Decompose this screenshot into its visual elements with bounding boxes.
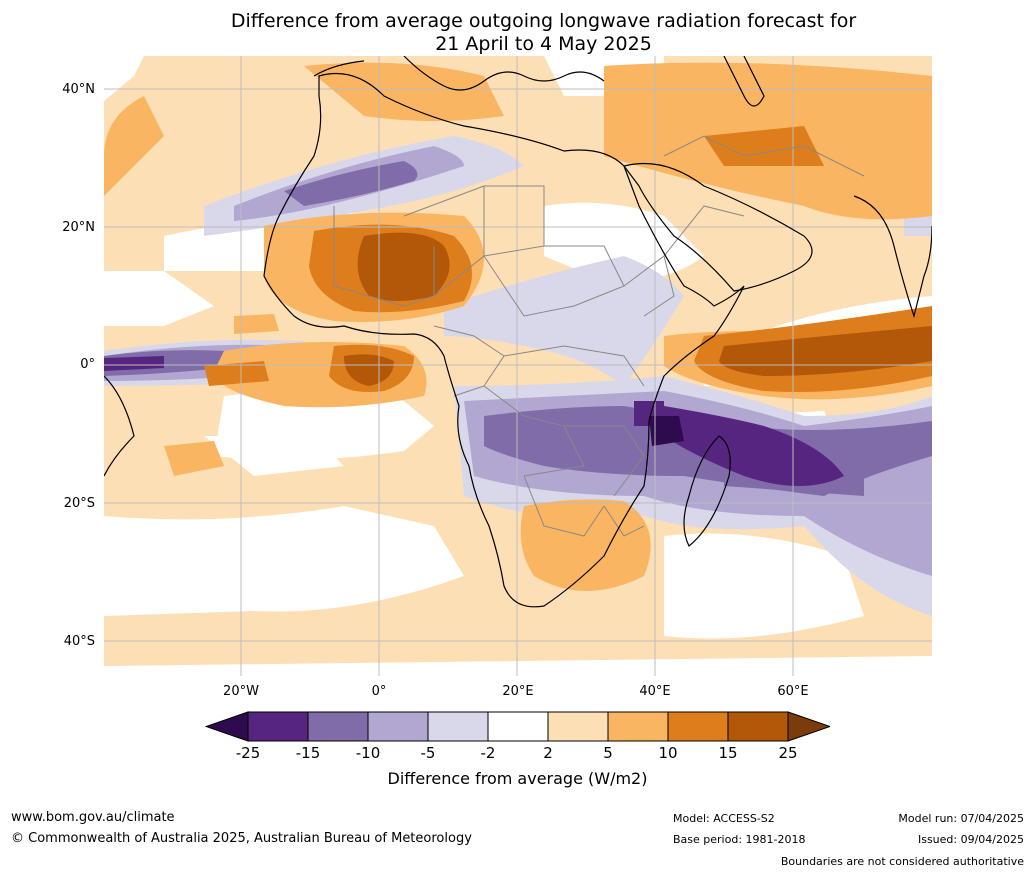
lat-label-40n: 40°N	[62, 82, 95, 97]
colorbar-tick-label: 25	[778, 744, 798, 762]
country-boundaries	[333, 135, 865, 537]
colorbar-tick-label: -10	[355, 744, 381, 762]
lat-label-20s: 20°S	[63, 496, 95, 511]
title-line-1: Difference from average outgoing longwav…	[230, 10, 857, 32]
map-canvas	[104, 56, 932, 676]
colorbar-cell	[607, 711, 669, 742]
colorbar-extend-high	[787, 711, 830, 742]
footer-disclaimer: Boundaries are not considered authoritat…	[780, 855, 1024, 868]
colorbar-tick-label: -5	[420, 744, 436, 762]
map-title: Difference from average outgoing longwav…	[0, 10, 1035, 56]
lat-label-20n: 20°N	[62, 220, 95, 235]
colorbar-cells	[205, 711, 830, 742]
colorbar-tick-label: -15	[295, 744, 321, 762]
lon-label-0: 0°	[371, 684, 387, 699]
lon-label-20e: 20°E	[502, 684, 534, 699]
colorbar-tick-label: 2	[543, 744, 553, 762]
footer-issued: Issued: 09/04/2025	[917, 833, 1024, 846]
colorbar-tick-label: -2	[480, 744, 496, 762]
colorbar-cell	[307, 711, 369, 742]
colorbar-title: Difference from average (W/m2)	[387, 769, 648, 788]
colorbar-cell	[487, 711, 549, 742]
pos-15-to-25-regions	[344, 232, 932, 386]
lon-label-20w: 20°W	[223, 684, 259, 699]
footer-model-run: Model run: 07/04/2025	[898, 812, 1024, 825]
lon-label-40e: 40°E	[639, 684, 671, 699]
footer-copyright: © Commonwealth of Australia 2025, Austra…	[11, 831, 472, 846]
footer-url[interactable]: www.bom.gov.au/climate	[11, 810, 175, 825]
colorbar-cell	[727, 711, 789, 742]
colorbar-cell	[427, 711, 489, 742]
colorbar-extend-low	[205, 711, 249, 742]
colorbar	[205, 711, 830, 742]
colorbar-cell	[547, 711, 609, 742]
colorbar-tick-label: 15	[718, 744, 738, 762]
colorbar-cell	[667, 711, 729, 742]
coastlines	[104, 56, 932, 608]
colorbar-cell	[367, 711, 429, 742]
colorbar-tick-label: 5	[603, 744, 613, 762]
colorbar-cell	[247, 711, 309, 742]
lat-label-40s: 40°S	[63, 634, 95, 649]
neg-15-to-25-regions	[104, 356, 844, 486]
lon-label-60e: 60°E	[777, 684, 809, 699]
title-line-2: 21 April to 4 May 2025	[435, 33, 652, 55]
footer-base-period: Base period: 1981-2018	[673, 833, 806, 846]
olr-anomaly-map	[104, 56, 932, 676]
below-neg-25-regions	[649, 416, 684, 446]
colorbar-tick-label: 10	[658, 744, 678, 762]
colorbar-tick-label: -25	[235, 744, 261, 762]
graticule	[104, 56, 932, 676]
lat-label-0: 0°	[80, 357, 95, 372]
footer-model: Model: ACCESS-S2	[673, 812, 775, 825]
